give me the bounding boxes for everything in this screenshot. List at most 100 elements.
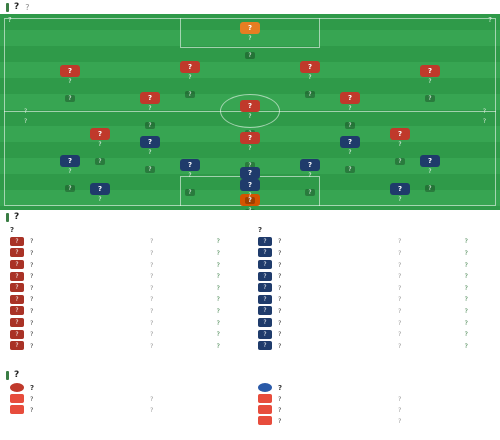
player-name: ? — [308, 172, 312, 180]
injury-icon — [10, 394, 24, 403]
list-item[interactable]: ?? — [258, 393, 488, 404]
list-item[interactable]: ???? — [10, 340, 250, 352]
player-name: ? — [30, 330, 34, 339]
injury-icon — [258, 394, 272, 403]
list-item[interactable]: ???? — [258, 282, 498, 294]
away-player-2[interactable]: ??? — [160, 159, 220, 198]
list-item[interactable]: ???? — [10, 294, 250, 306]
home-player-6[interactable]: ??? — [320, 92, 380, 131]
away-player-8[interactable]: ??? — [70, 182, 130, 210]
list-item[interactable]: ???? — [258, 236, 498, 248]
player-name: ? — [278, 260, 282, 269]
player-name: ? — [248, 113, 252, 121]
list-item[interactable]: ???? — [10, 236, 250, 248]
list-item[interactable]: ?? — [10, 393, 240, 404]
away-player-1[interactable]: ??? — [40, 155, 100, 194]
player-name: ? — [348, 105, 352, 113]
lineup-header: ? ? — [0, 0, 500, 14]
player-name: ? — [278, 272, 282, 281]
shirt-number: ? — [258, 283, 272, 293]
away-player-5[interactable]: ??? — [120, 135, 180, 175]
player-name: ? — [148, 148, 152, 156]
list-item[interactable]: ???? — [10, 270, 250, 282]
list-item[interactable]: ???? — [258, 328, 498, 340]
player-position: ? — [150, 283, 154, 292]
shirt-number: ? — [258, 318, 272, 328]
list-item[interactable]: ???? — [10, 317, 250, 329]
away-player-4[interactable]: ??? — [400, 155, 460, 194]
list-item[interactable]: ???? — [258, 294, 498, 306]
away-player-6[interactable]: ??? — [320, 135, 380, 175]
shirt-number: ? — [10, 341, 24, 351]
home-player-9[interactable]: ??? — [220, 131, 280, 171]
away-injuries-team: ? — [258, 382, 488, 393]
list-item[interactable]: ???? — [258, 340, 498, 352]
sub-minute: ? — [216, 306, 220, 315]
shirt-number: ? — [60, 155, 80, 168]
list-item[interactable]: ???? — [10, 305, 250, 317]
away-player-3[interactable]: ??? — [280, 159, 340, 198]
home-player-5[interactable]: ??? — [120, 92, 180, 131]
home-player-10[interactable]: ??? — [370, 127, 430, 167]
list-item[interactable]: ?? — [258, 415, 488, 426]
home-player-0[interactable]: ??? — [220, 21, 280, 61]
list-item[interactable]: ???? — [10, 259, 250, 271]
substitutes-section: ? ??????????????????????????????????????… — [0, 210, 500, 368]
sub-minute: ? — [216, 295, 220, 304]
subs-header: ? — [0, 210, 500, 224]
shirt-number: ? — [390, 127, 410, 140]
home-player-1[interactable]: ??? — [40, 64, 100, 104]
home-player-2[interactable]: ??? — [160, 61, 220, 100]
sub-minute: ? — [216, 341, 220, 350]
shirt-number: ? — [340, 92, 360, 105]
player-name: ? — [248, 34, 252, 42]
shirt-number: ? — [10, 306, 24, 316]
home-player-3[interactable]: ??? — [280, 61, 340, 100]
player-name: ? — [68, 77, 72, 85]
player-rating: ? — [245, 196, 255, 204]
player-name: ? — [188, 172, 192, 180]
sub-minute: ? — [464, 295, 468, 304]
shirt-number: ? — [258, 271, 272, 281]
player-position: ? — [398, 341, 402, 350]
player-name: ? — [278, 416, 282, 425]
list-item[interactable]: ???? — [258, 259, 498, 271]
player-position: ? — [150, 318, 154, 327]
shirt-number: ? — [90, 127, 110, 140]
player-rating: ? — [185, 91, 195, 99]
lineup-title: ? — [14, 2, 20, 12]
player-position: ? — [398, 272, 402, 281]
list-item[interactable]: ?? — [10, 404, 240, 415]
injury-reason: ? — [150, 405, 154, 414]
list-item[interactable]: ???? — [258, 247, 498, 259]
shirt-number: ? — [140, 92, 160, 105]
player-name: ? — [188, 74, 192, 82]
shirt-number: ? — [240, 194, 260, 207]
list-item[interactable]: ???? — [10, 328, 250, 340]
player-position: ? — [398, 237, 402, 246]
home-team-label: ? — [8, 16, 12, 24]
list-item[interactable]: ???? — [258, 317, 498, 329]
player-name: ? — [30, 237, 34, 246]
sub-minute: ? — [216, 237, 220, 246]
player-position: ? — [150, 237, 154, 246]
list-item[interactable]: ???? — [258, 305, 498, 317]
away-player-9[interactable]: ??? — [220, 178, 280, 210]
sub-minute: ? — [216, 283, 220, 292]
list-item[interactable]: ???? — [258, 270, 498, 282]
home-injuries-team: ? — [10, 382, 240, 393]
player-name: ? — [278, 330, 282, 339]
list-item[interactable]: ?? — [258, 404, 488, 415]
player-name: ? — [248, 144, 252, 152]
list-item[interactable]: ???? — [10, 282, 250, 294]
away-player-0[interactable]: ??? — [220, 194, 280, 210]
home-player-8[interactable]: ??? — [70, 127, 130, 167]
player-name: ? — [68, 168, 72, 176]
player-name: ? — [308, 74, 312, 82]
home-player-4[interactable]: ??? — [400, 64, 460, 104]
player-name: ? — [98, 195, 102, 203]
player-name: ? — [30, 295, 34, 304]
list-item[interactable]: ???? — [10, 247, 250, 259]
player-position: ? — [150, 260, 154, 269]
away-player-10[interactable]: ??? — [370, 182, 430, 210]
